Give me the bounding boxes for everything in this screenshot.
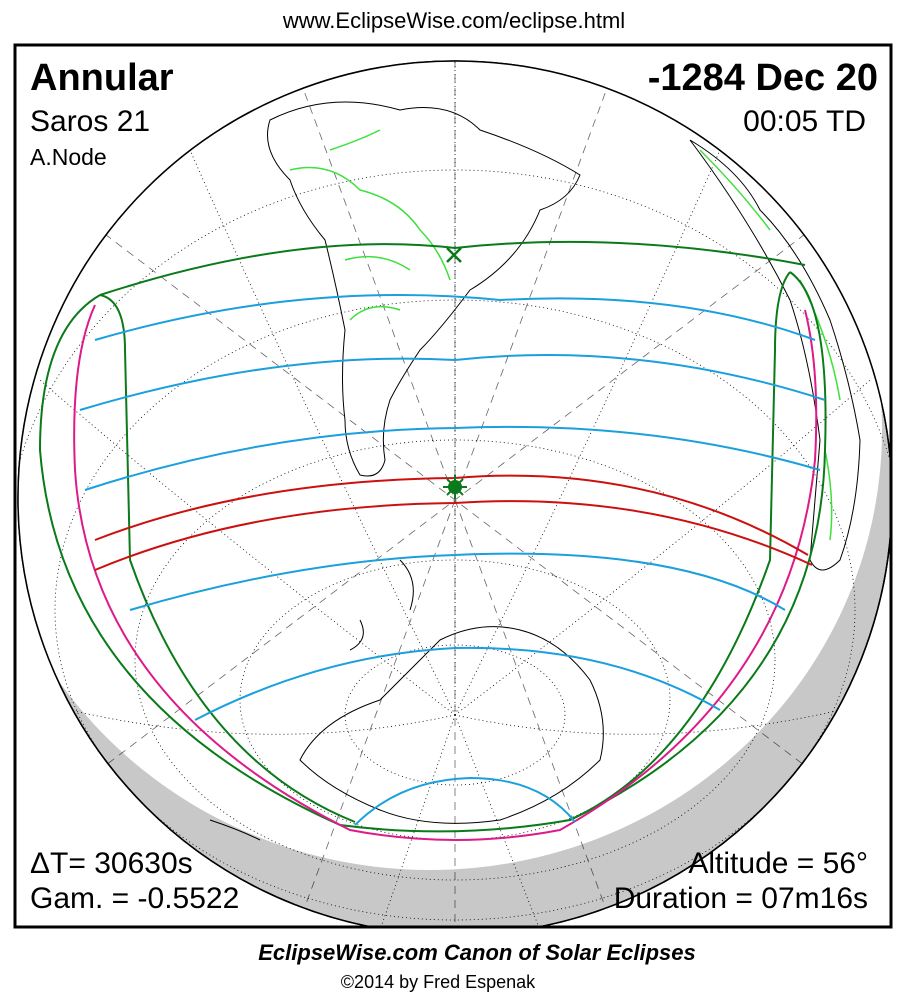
url: www.EclipseWise.com/eclipse.html [282, 8, 625, 33]
greatest-eclipse [443, 475, 467, 499]
duration: Duration = 07m16s [614, 882, 868, 915]
graticule [18, 61, 891, 927]
node: A.Node [30, 144, 107, 170]
footer-title: EclipseWise.com Canon of Solar Eclipses [258, 940, 696, 965]
eclipse-type: Annular [30, 57, 174, 99]
saros: Saros 21 [30, 105, 150, 138]
globe [17, 60, 891, 927]
delta-t: ΔT= 30630s [30, 847, 193, 880]
time: 00:05 TD [743, 105, 866, 138]
gamma: Gam. = -0.5522 [30, 882, 239, 915]
date: -1284 Dec 20 [648, 57, 878, 99]
greatest-eclipse-start [446, 247, 462, 263]
footer-credit: ©2014 by Fred Espenak [341, 972, 536, 992]
frame [13, 43, 893, 929]
altitude: Altitude = 56° [688, 847, 868, 880]
eclipse-paths [38, 240, 827, 841]
